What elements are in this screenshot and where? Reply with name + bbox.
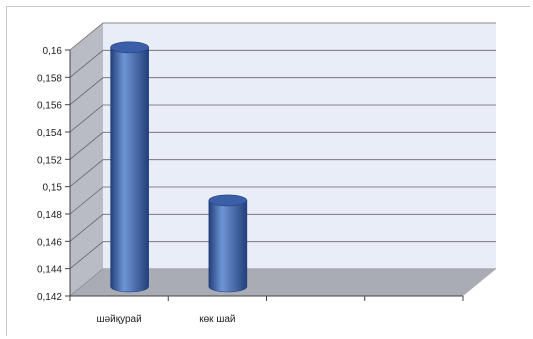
y-tick-label: 0,158 bbox=[37, 73, 62, 84]
y-tick-label: 0,142 bbox=[37, 292, 62, 303]
y-tick-label: 0,152 bbox=[37, 155, 62, 166]
x-category-label: көк шай bbox=[199, 314, 235, 325]
bar-body bbox=[208, 200, 248, 293]
chart-back-wall bbox=[103, 23, 496, 269]
y-tick-label: 0,16 bbox=[43, 46, 63, 57]
chart-side-wall bbox=[70, 23, 103, 296]
y-tick-label: 0,146 bbox=[37, 237, 62, 248]
gridline bbox=[69, 22, 496, 51]
y-tick-label: 0,15 bbox=[43, 183, 63, 194]
bar-2 bbox=[208, 194, 248, 293]
gridline bbox=[69, 186, 496, 215]
y-tick-label: 0,154 bbox=[37, 128, 62, 139]
bar-1 bbox=[110, 41, 149, 293]
y-axis-ticks: 0,142 0,144 0,146 0,148 0,15 0,152 0,154 0,156 0… bbox=[37, 46, 71, 303]
y-tick-label: 0,148 bbox=[37, 210, 62, 221]
x-axis-categories: шәйқурай көк шай bbox=[69, 295, 464, 325]
gridline bbox=[69, 104, 496, 133]
gridline bbox=[69, 131, 496, 160]
chart-floor bbox=[70, 269, 496, 296]
y-tick-label: 0,156 bbox=[37, 101, 62, 112]
gridline bbox=[69, 77, 496, 105]
y-tick-label: 0,144 bbox=[37, 265, 62, 276]
x-category-label: шәйқурай bbox=[97, 314, 142, 325]
gridline bbox=[69, 241, 496, 269]
bar-top bbox=[110, 41, 149, 54]
chart-frame bbox=[6, 6, 530, 336]
bar-top bbox=[208, 194, 248, 207]
gridline bbox=[69, 213, 496, 242]
gridline bbox=[69, 159, 496, 187]
bar-body bbox=[110, 47, 149, 293]
gridline bbox=[69, 49, 496, 78]
bars bbox=[110, 41, 248, 293]
